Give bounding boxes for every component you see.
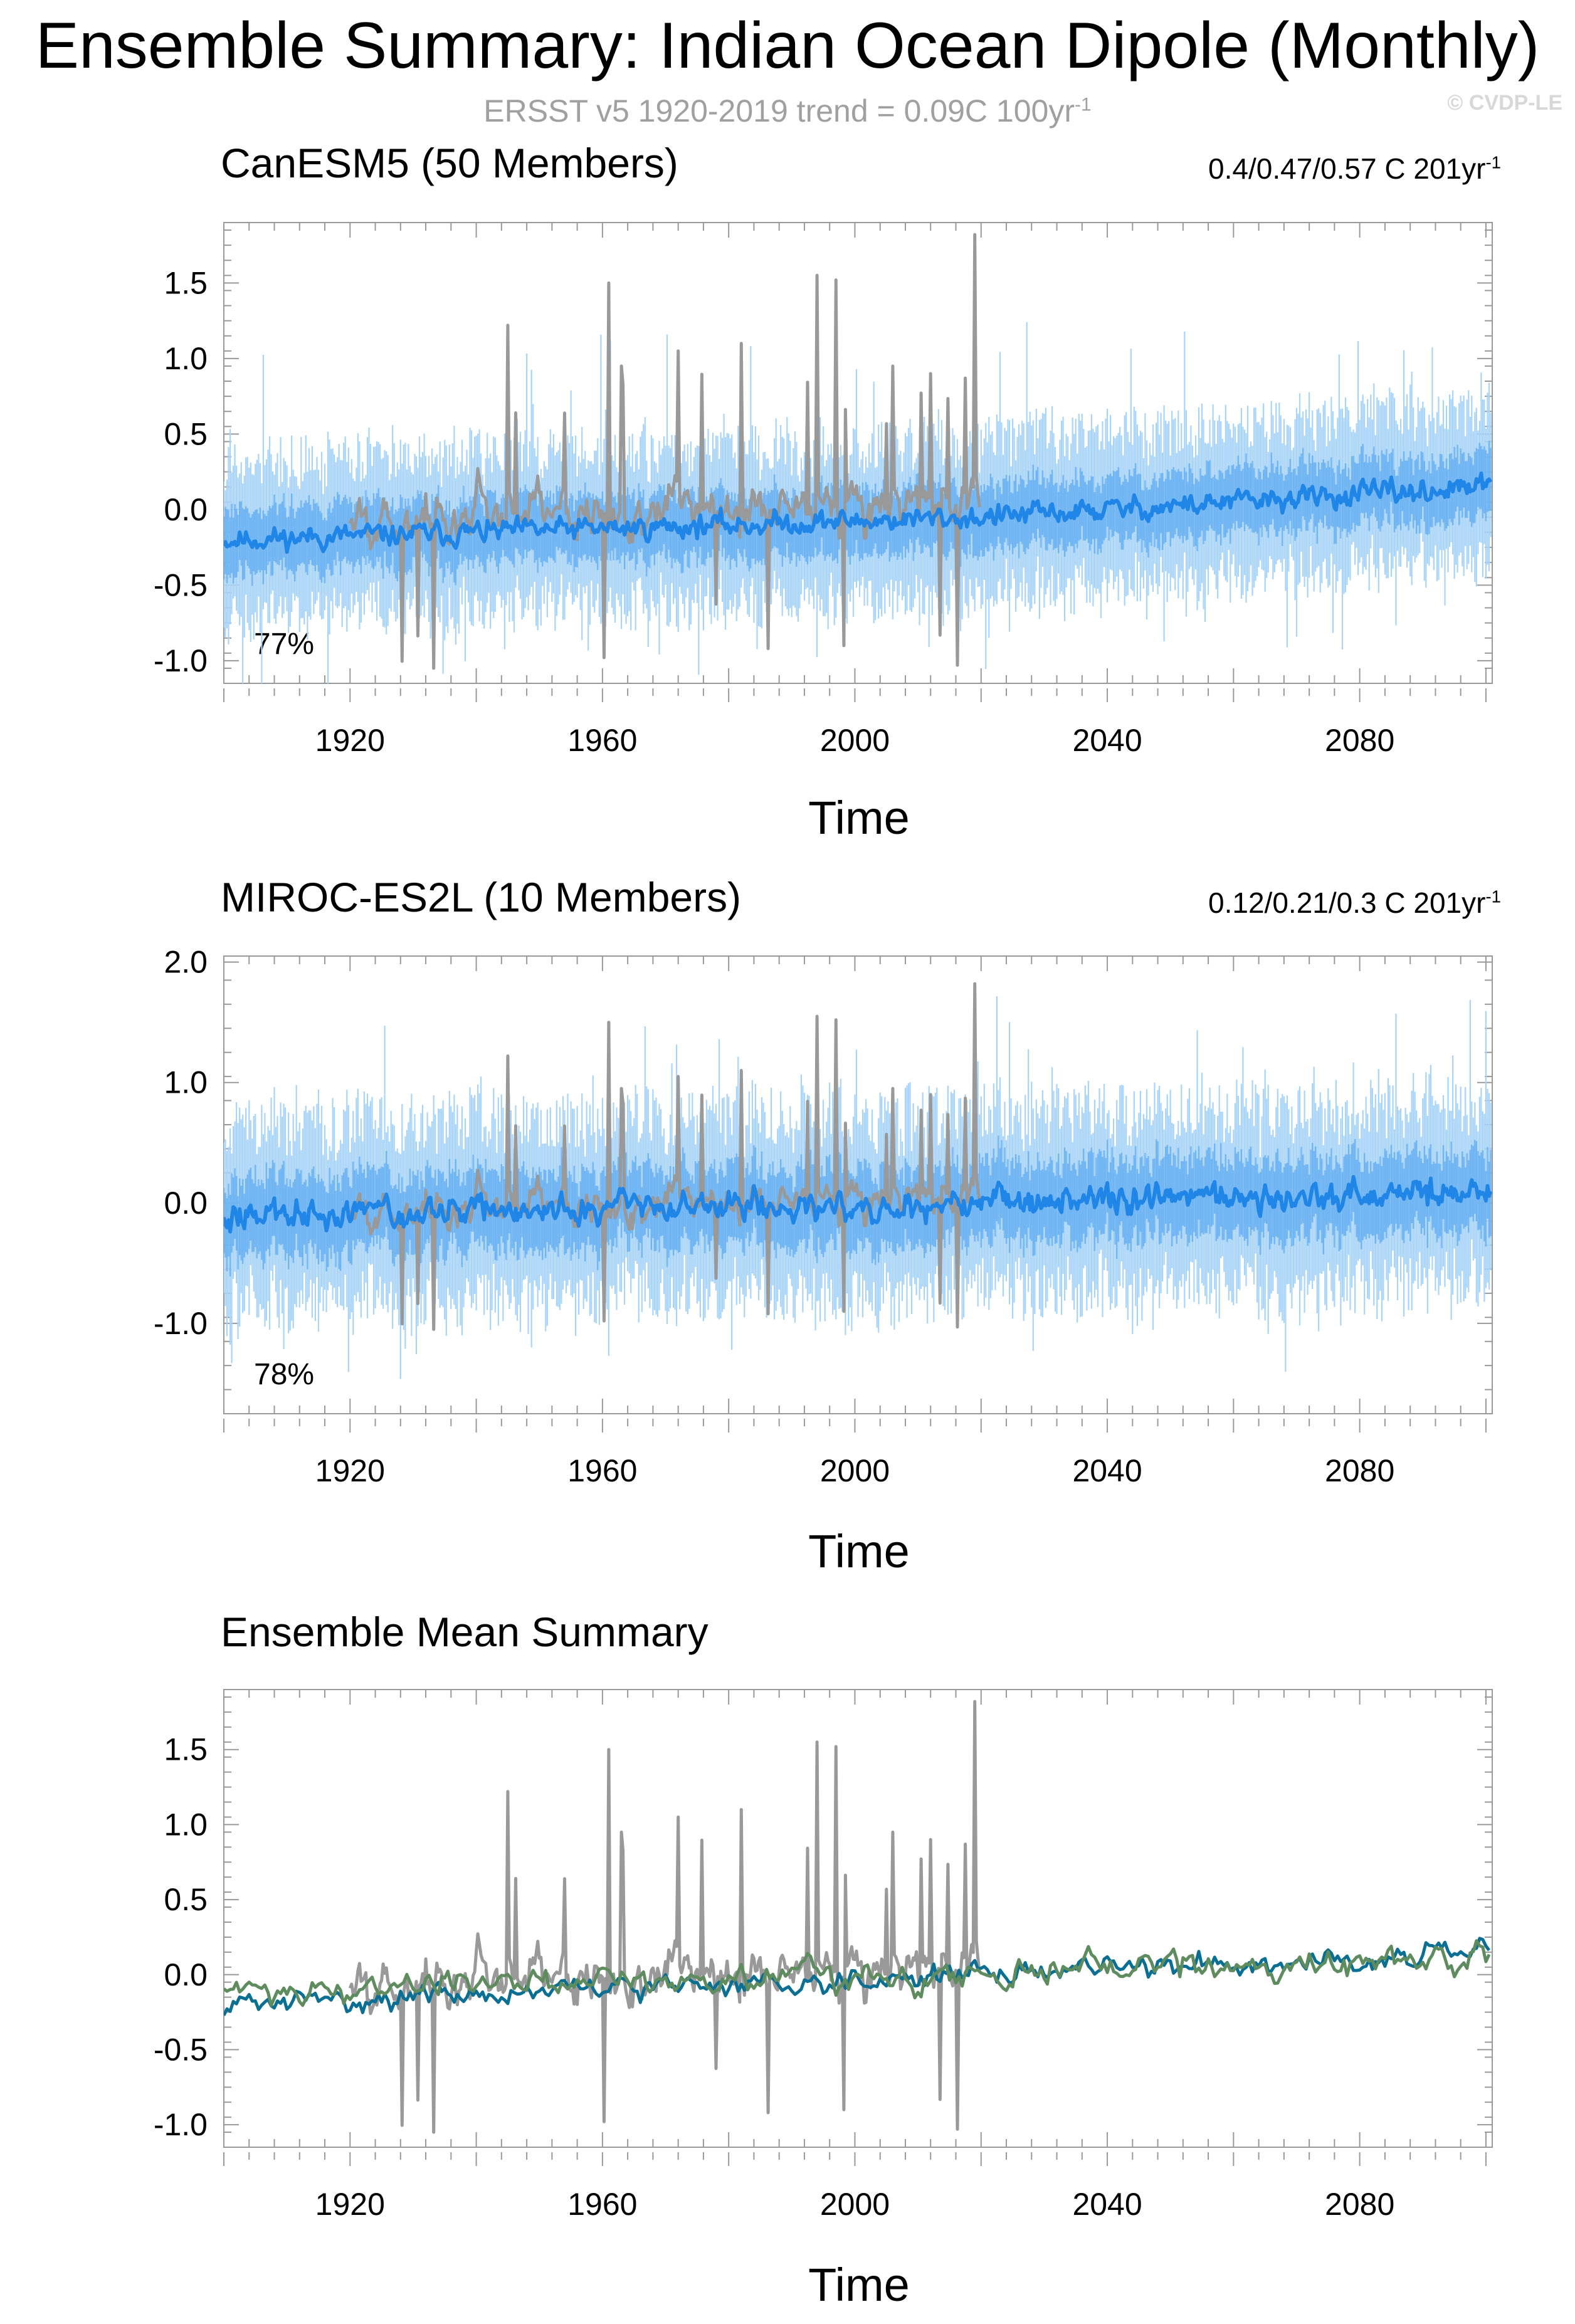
panel-1-ytick-label: -1.0: [154, 643, 208, 678]
panel-1-xtick-label: 1920: [315, 723, 385, 758]
panel-3-title: Ensemble Mean Summary: [221, 1609, 708, 1655]
panel-3-series-miroc-es2l-line: [224, 1939, 1491, 2007]
panel-2-observations-line: [349, 982, 981, 1331]
panel-1-trend-text: 0.4/0.47/0.57 C 201yr: [1208, 152, 1486, 185]
panel-2-xtick-label: 1960: [567, 1453, 637, 1488]
panel-1-xlabel: Time: [808, 792, 910, 844]
panel-2-trend-text: 0.12/0.21/0.3 C 201yr: [1208, 886, 1486, 919]
panel-3-ytick-label: 1.5: [164, 1732, 208, 1767]
panel-1-xtick-label: 2080: [1325, 723, 1394, 758]
panel-2-xlabel: Time: [808, 1525, 910, 1577]
panel-3-ytick-label: 0.0: [164, 1957, 208, 1992]
panel-1-ytick-label: -0.5: [154, 567, 208, 602]
panel-3-frame: [223, 1689, 1493, 2148]
panel-2-ytick-label: 1.0: [164, 1065, 208, 1100]
panel-3-ytick-label: -1.0: [154, 2107, 208, 2142]
panel-3-ytick-label: -0.5: [154, 2032, 208, 2067]
panel-2-ytick-label: -1.0: [154, 1306, 208, 1341]
panel-1-xtick-label: 2040: [1072, 723, 1142, 758]
panel-1-ytick-label: 1.0: [164, 341, 208, 376]
panel-1-xtick-label: 2000: [820, 723, 890, 758]
panel-2-ytick-label: 0.0: [164, 1186, 208, 1221]
panel-2-xtick-label: 2040: [1072, 1453, 1142, 1488]
panel-2-title: MIROC-ES2L (10 Members): [221, 874, 742, 920]
panel-1-trend-exp: -1: [1485, 152, 1501, 172]
subtitle-exponent: -1: [1075, 94, 1092, 115]
panel-3-xtick-label: 1960: [567, 2187, 637, 2222]
panel-1-ytick-label: 0.0: [164, 492, 208, 527]
subtitle: ERSST v5 1920-2019 trend = 0.09C 100yr-1: [0, 93, 1575, 129]
panel-2-xtick-label: 1920: [315, 1453, 385, 1488]
panel-2-xtick-label: 2000: [820, 1453, 890, 1488]
panel-1-ytick-label: 1.5: [164, 265, 208, 300]
panel-3-xlabel: Time: [808, 2259, 910, 2311]
panel-1-axes: -1.0 -0.5 0.0 0.5 1.0 1.5 1920 1960 2000 2040 2080: [154, 222, 1493, 758]
panel-2-data: [224, 982, 1492, 1379]
panel-2-trend: 0.12/0.21/0.3 C 201yr-1: [1208, 886, 1501, 920]
panel-2-percent: 78%: [254, 1358, 315, 1391]
panel-1-xtick-label: 1960: [567, 723, 637, 758]
panel-3-ytick-label: 0.5: [164, 1882, 208, 1917]
panel-1-title: CanESM5 (50 Members): [221, 140, 678, 186]
panel-3-xtick-label: 1920: [315, 2187, 385, 2222]
panel-3-observations-line: [348, 1700, 981, 2134]
panel-1-ytick-label: 0.5: [164, 416, 208, 451]
panel-3-ytick-label: 1.0: [164, 1807, 208, 1842]
panel-3-xtick-label: 2040: [1072, 2187, 1142, 2222]
panel-1-trend: 0.4/0.47/0.57 C 201yr-1: [1208, 152, 1501, 186]
panel-2-ytick-label: 2.0: [164, 945, 208, 980]
panel-2-axes: -1.0 0.0 1.0 2.0 1920 1960 2000 2040 2080: [154, 945, 1493, 1488]
panel-1-data: [224, 233, 1492, 683]
panel-1-frame: [223, 222, 1493, 684]
watermark: © CVDP-LE: [1447, 91, 1562, 115]
panel-1-observations-line: [348, 233, 981, 670]
panel-2-xtick-label: 2080: [1325, 1453, 1394, 1488]
panel-3-axes: -1.0 -0.5 0.0 0.5 1.0 1.5 1920 1960 2000 2040 2080: [154, 1689, 1493, 2222]
panel-1-ensemble-mean-line: [224, 471, 1492, 554]
panel-2-trend-exp: -1: [1485, 886, 1501, 907]
panel-1-percent: 77%: [254, 628, 315, 661]
subtitle-text: ERSST v5 1920-2019 trend = 0.09C 100yr: [483, 93, 1075, 129]
main-title: Ensemble Summary: Indian Ocean Dipole (M…: [35, 9, 1540, 82]
panel-3-xtick-label: 2080: [1325, 2187, 1394, 2222]
panel-2-ensemble-mean-line: [224, 1175, 1492, 1234]
panel-3-xtick-label: 2000: [820, 2187, 890, 2222]
panel-3-data: [224, 1700, 1491, 2134]
